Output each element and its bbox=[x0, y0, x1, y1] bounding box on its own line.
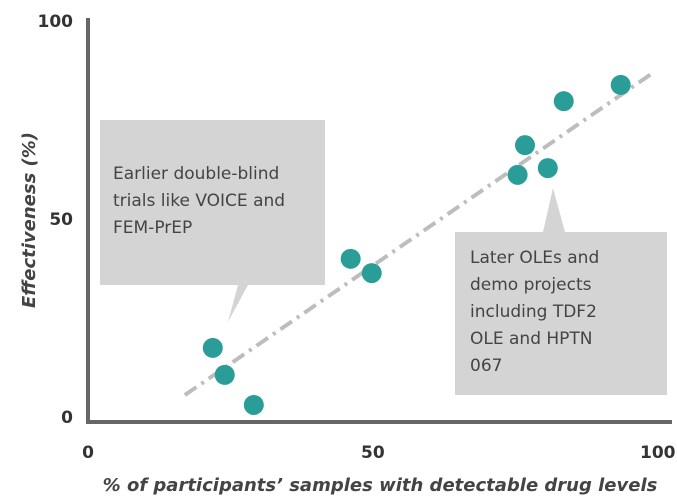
annotation-line: trials like VOICE and bbox=[113, 191, 285, 211]
annotation-line: Later OLEs and bbox=[470, 248, 599, 268]
annotation-line: FEM-PrEP bbox=[113, 218, 192, 238]
annotation-line: 067 bbox=[470, 356, 502, 376]
callout-left bbox=[100, 120, 325, 322]
callout-right bbox=[455, 188, 667, 395]
x-tick-label: 50 bbox=[361, 443, 385, 463]
annotation-line: demo projects bbox=[470, 275, 592, 295]
point bbox=[202, 337, 223, 358]
y-tick-label: 0 bbox=[61, 408, 73, 428]
x-axis-label: % of participants’ samples with detectab… bbox=[103, 475, 658, 496]
y-axis-label: Effectiveness (%) bbox=[19, 132, 40, 308]
point bbox=[361, 263, 382, 284]
annotation-line: including TDF2 bbox=[470, 302, 597, 322]
point bbox=[214, 364, 235, 385]
annotation-line: OLE and HPTN bbox=[470, 329, 593, 349]
y-tick-label: 100 bbox=[38, 12, 74, 32]
point bbox=[553, 91, 574, 112]
point bbox=[537, 158, 558, 179]
trendline bbox=[183, 71, 654, 397]
point bbox=[515, 135, 536, 156]
y-tick-label: 50 bbox=[49, 210, 73, 230]
x-tick-label: 100 bbox=[640, 443, 676, 463]
point bbox=[507, 164, 528, 185]
point bbox=[243, 394, 264, 415]
point bbox=[610, 74, 631, 95]
annotation-line: Earlier double-blind bbox=[113, 164, 279, 184]
x-tick-label: 0 bbox=[82, 443, 94, 463]
point bbox=[340, 248, 361, 269]
